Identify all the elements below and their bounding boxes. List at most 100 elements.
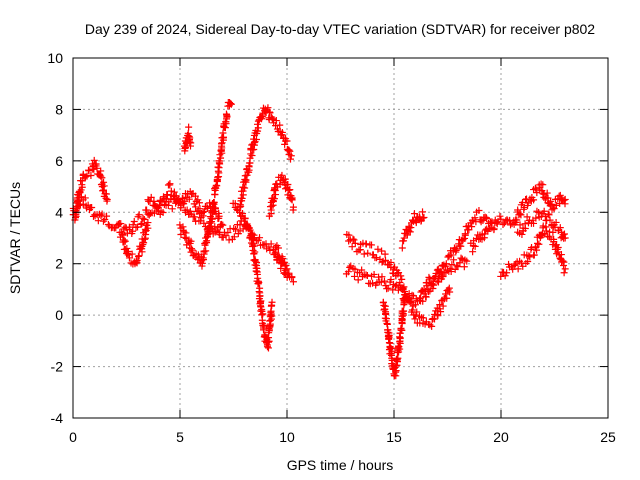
data-point <box>285 269 293 277</box>
data-point <box>397 272 405 280</box>
data-point <box>447 251 455 259</box>
data-point <box>140 215 148 223</box>
data-point <box>100 182 108 190</box>
data-point <box>544 210 552 218</box>
data-point <box>289 278 297 286</box>
data-point <box>147 193 155 201</box>
data-point <box>413 308 421 316</box>
data-point <box>392 367 400 375</box>
data-point <box>428 280 436 288</box>
data-point <box>286 147 294 155</box>
chart-title: Day 239 of 2024, Sidereal Day-to-day VTE… <box>85 21 595 37</box>
data-point <box>543 189 551 197</box>
data-point <box>454 263 462 271</box>
data-point <box>177 204 185 212</box>
data-point <box>250 250 258 258</box>
data-point <box>268 312 276 320</box>
data-point <box>139 214 147 222</box>
data-point <box>143 206 151 214</box>
data-point <box>437 308 445 316</box>
x-tick-label: 5 <box>176 429 184 445</box>
data-point <box>134 252 142 260</box>
data-point <box>406 228 414 236</box>
data-point <box>150 197 158 205</box>
data-point <box>103 195 111 203</box>
data-point <box>83 172 91 180</box>
data-point <box>81 194 89 202</box>
data-point <box>463 257 471 265</box>
data-point <box>561 265 569 273</box>
x-tick-label: 25 <box>600 429 616 445</box>
data-point <box>503 269 511 277</box>
data-point <box>265 337 273 345</box>
data-point <box>373 254 381 262</box>
data-point <box>279 258 287 266</box>
data-point <box>561 195 569 203</box>
data-point <box>354 276 362 284</box>
data-point <box>447 268 455 276</box>
data-point <box>117 220 125 228</box>
data-point <box>278 260 286 268</box>
data-point <box>254 127 262 135</box>
data-point <box>542 223 550 231</box>
data-point <box>437 268 445 276</box>
data-point <box>370 270 378 278</box>
data-point <box>256 292 264 300</box>
data-point <box>387 258 395 266</box>
data-point <box>350 236 358 244</box>
data-point <box>398 244 406 252</box>
data-point <box>561 234 569 242</box>
axis-ticks: 0 5 10 15 20 25 -4 -2 0 2 4 6 8 10 <box>47 50 616 445</box>
data-points <box>69 98 569 380</box>
data-point <box>254 274 262 282</box>
data-point <box>534 239 542 247</box>
data-point <box>543 227 551 235</box>
data-point <box>277 264 285 272</box>
data-point <box>256 234 264 242</box>
data-point <box>286 186 294 194</box>
data-point <box>281 175 289 183</box>
data-point <box>538 187 546 195</box>
data-point <box>219 221 227 229</box>
data-point <box>490 226 498 234</box>
data-point <box>87 171 95 179</box>
x-tick-label: 0 <box>69 429 77 445</box>
data-point <box>155 202 163 210</box>
data-point <box>99 186 107 194</box>
data-point <box>468 223 476 231</box>
data-point <box>239 187 247 195</box>
data-point <box>272 248 280 256</box>
data-point <box>230 233 238 241</box>
data-point <box>72 212 80 220</box>
data-point <box>383 319 391 327</box>
data-point <box>518 230 526 238</box>
data-point <box>259 310 267 318</box>
data-point <box>497 272 505 280</box>
data-point <box>227 100 235 108</box>
data-point <box>442 290 450 298</box>
data-point <box>90 156 98 164</box>
data-point <box>374 245 382 253</box>
data-point <box>523 213 531 221</box>
data-point <box>167 187 175 195</box>
data-point <box>258 311 266 319</box>
y-tick-label: -4 <box>51 410 64 426</box>
data-point <box>265 327 273 335</box>
data-point <box>488 218 496 226</box>
data-point <box>276 180 284 188</box>
data-point <box>199 208 207 216</box>
data-point <box>268 115 276 123</box>
data-point <box>271 187 279 195</box>
data-point <box>207 214 215 222</box>
data-point <box>267 240 275 248</box>
data-point <box>203 239 211 247</box>
data-point <box>407 224 415 232</box>
data-point <box>446 264 454 272</box>
data-point <box>456 259 464 267</box>
data-point <box>537 180 545 188</box>
data-point <box>399 284 407 292</box>
data-point <box>166 181 174 189</box>
data-point <box>227 100 235 108</box>
data-point <box>200 219 208 227</box>
